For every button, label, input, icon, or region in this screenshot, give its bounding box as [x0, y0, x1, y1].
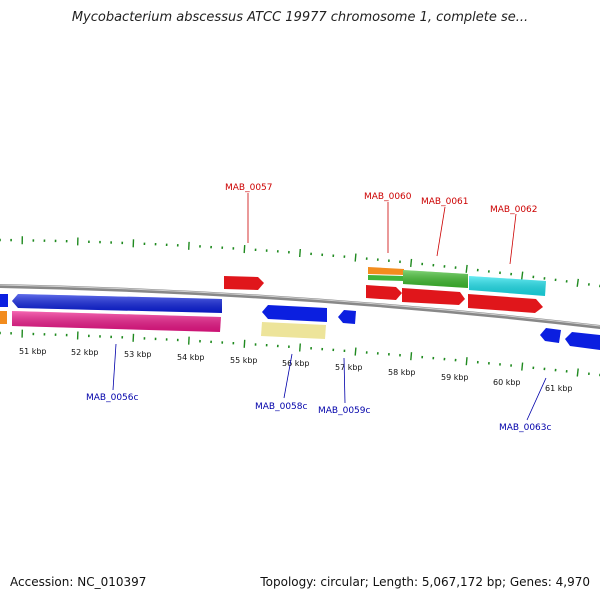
- major-tick: [521, 362, 524, 371]
- major-tick: [465, 264, 468, 273]
- gene-feature[interactable]: [402, 288, 465, 305]
- kbp-label: 61 kbp: [545, 384, 573, 393]
- gene-feature[interactable]: [262, 305, 327, 322]
- gene-label-mab-0060: MAB_0060: [364, 192, 412, 202]
- gene-feature[interactable]: [565, 332, 600, 350]
- gene-feature[interactable]: [366, 285, 402, 300]
- major-tick: [465, 357, 468, 366]
- gene-feature[interactable]: [540, 328, 561, 343]
- major-tick: [243, 245, 246, 254]
- major-tick: [299, 343, 301, 352]
- reverse-gene-labels: MAB_0056c MAB_0058c MAB_0059c MAB_0063c: [86, 343, 552, 433]
- forward-gene-labels: MAB_0057 MAB_0060 MAB_0061 MAB_0062: [225, 183, 538, 265]
- gene-label-mab-0062: MAB_0062: [490, 205, 538, 215]
- genome-summary-text: Topology: circular; Length: 5,067,172 bp…: [260, 575, 590, 589]
- major-tick: [410, 258, 413, 267]
- gene-feature[interactable]: [368, 275, 404, 281]
- major-tick: [576, 368, 579, 377]
- major-tick: [410, 352, 413, 361]
- major-tick: [576, 278, 579, 287]
- gene-label-mab-0063c: MAB_0063c: [499, 423, 552, 433]
- major-tick: [354, 253, 357, 262]
- gene-feature[interactable]: [261, 322, 326, 339]
- kbp-label: 56 kbp: [282, 359, 310, 368]
- kbp-label: 51 kbp: [19, 347, 47, 356]
- gene-feature[interactable]: [0, 294, 8, 307]
- kbp-label: 59 kbp: [441, 373, 469, 382]
- inner-tick-ring: [0, 329, 600, 377]
- gene-label-mab-0056c: MAB_0056c: [86, 393, 139, 403]
- genome-backbone: [0, 284, 600, 329]
- kbp-label: 58 kbp: [388, 368, 416, 377]
- gene-label-mab-0061: MAB_0061: [421, 197, 469, 207]
- gene-label-mab-0058c: MAB_0058c: [255, 402, 308, 412]
- kbp-label: 53 kbp: [124, 350, 152, 359]
- kbp-label: 57 kbp: [335, 363, 363, 372]
- map-title: Mycobacterium abscessus ATCC 19977 chrom…: [71, 10, 529, 25]
- gene-label-mab-0057: MAB_0057: [225, 183, 273, 193]
- major-tick: [243, 339, 246, 348]
- gene-feature[interactable]: [368, 267, 404, 275]
- accession-text: Accession: NC_010397: [10, 575, 147, 589]
- kbp-label: 55 kbp: [230, 356, 258, 365]
- gene-label-mab-0059c: MAB_0059c: [318, 406, 371, 416]
- gene-feature[interactable]: [224, 276, 264, 290]
- kbp-label: 52 kbp: [71, 348, 99, 357]
- major-tick: [354, 347, 357, 356]
- major-tick: [521, 271, 524, 280]
- gene-feature[interactable]: [0, 311, 7, 324]
- gene-feature[interactable]: [468, 294, 543, 313]
- major-tick: [299, 248, 301, 258]
- outer-tick-ring: [0, 236, 600, 288]
- kbp-label: 60 kbp: [493, 378, 521, 387]
- kbp-label: 54 kbp: [177, 353, 205, 362]
- kbp-label-group: 51 kbp 52 kbp 53 kbp 54 kbp 55 kbp 56 kb…: [19, 347, 573, 393]
- gene-feature[interactable]: [338, 310, 356, 324]
